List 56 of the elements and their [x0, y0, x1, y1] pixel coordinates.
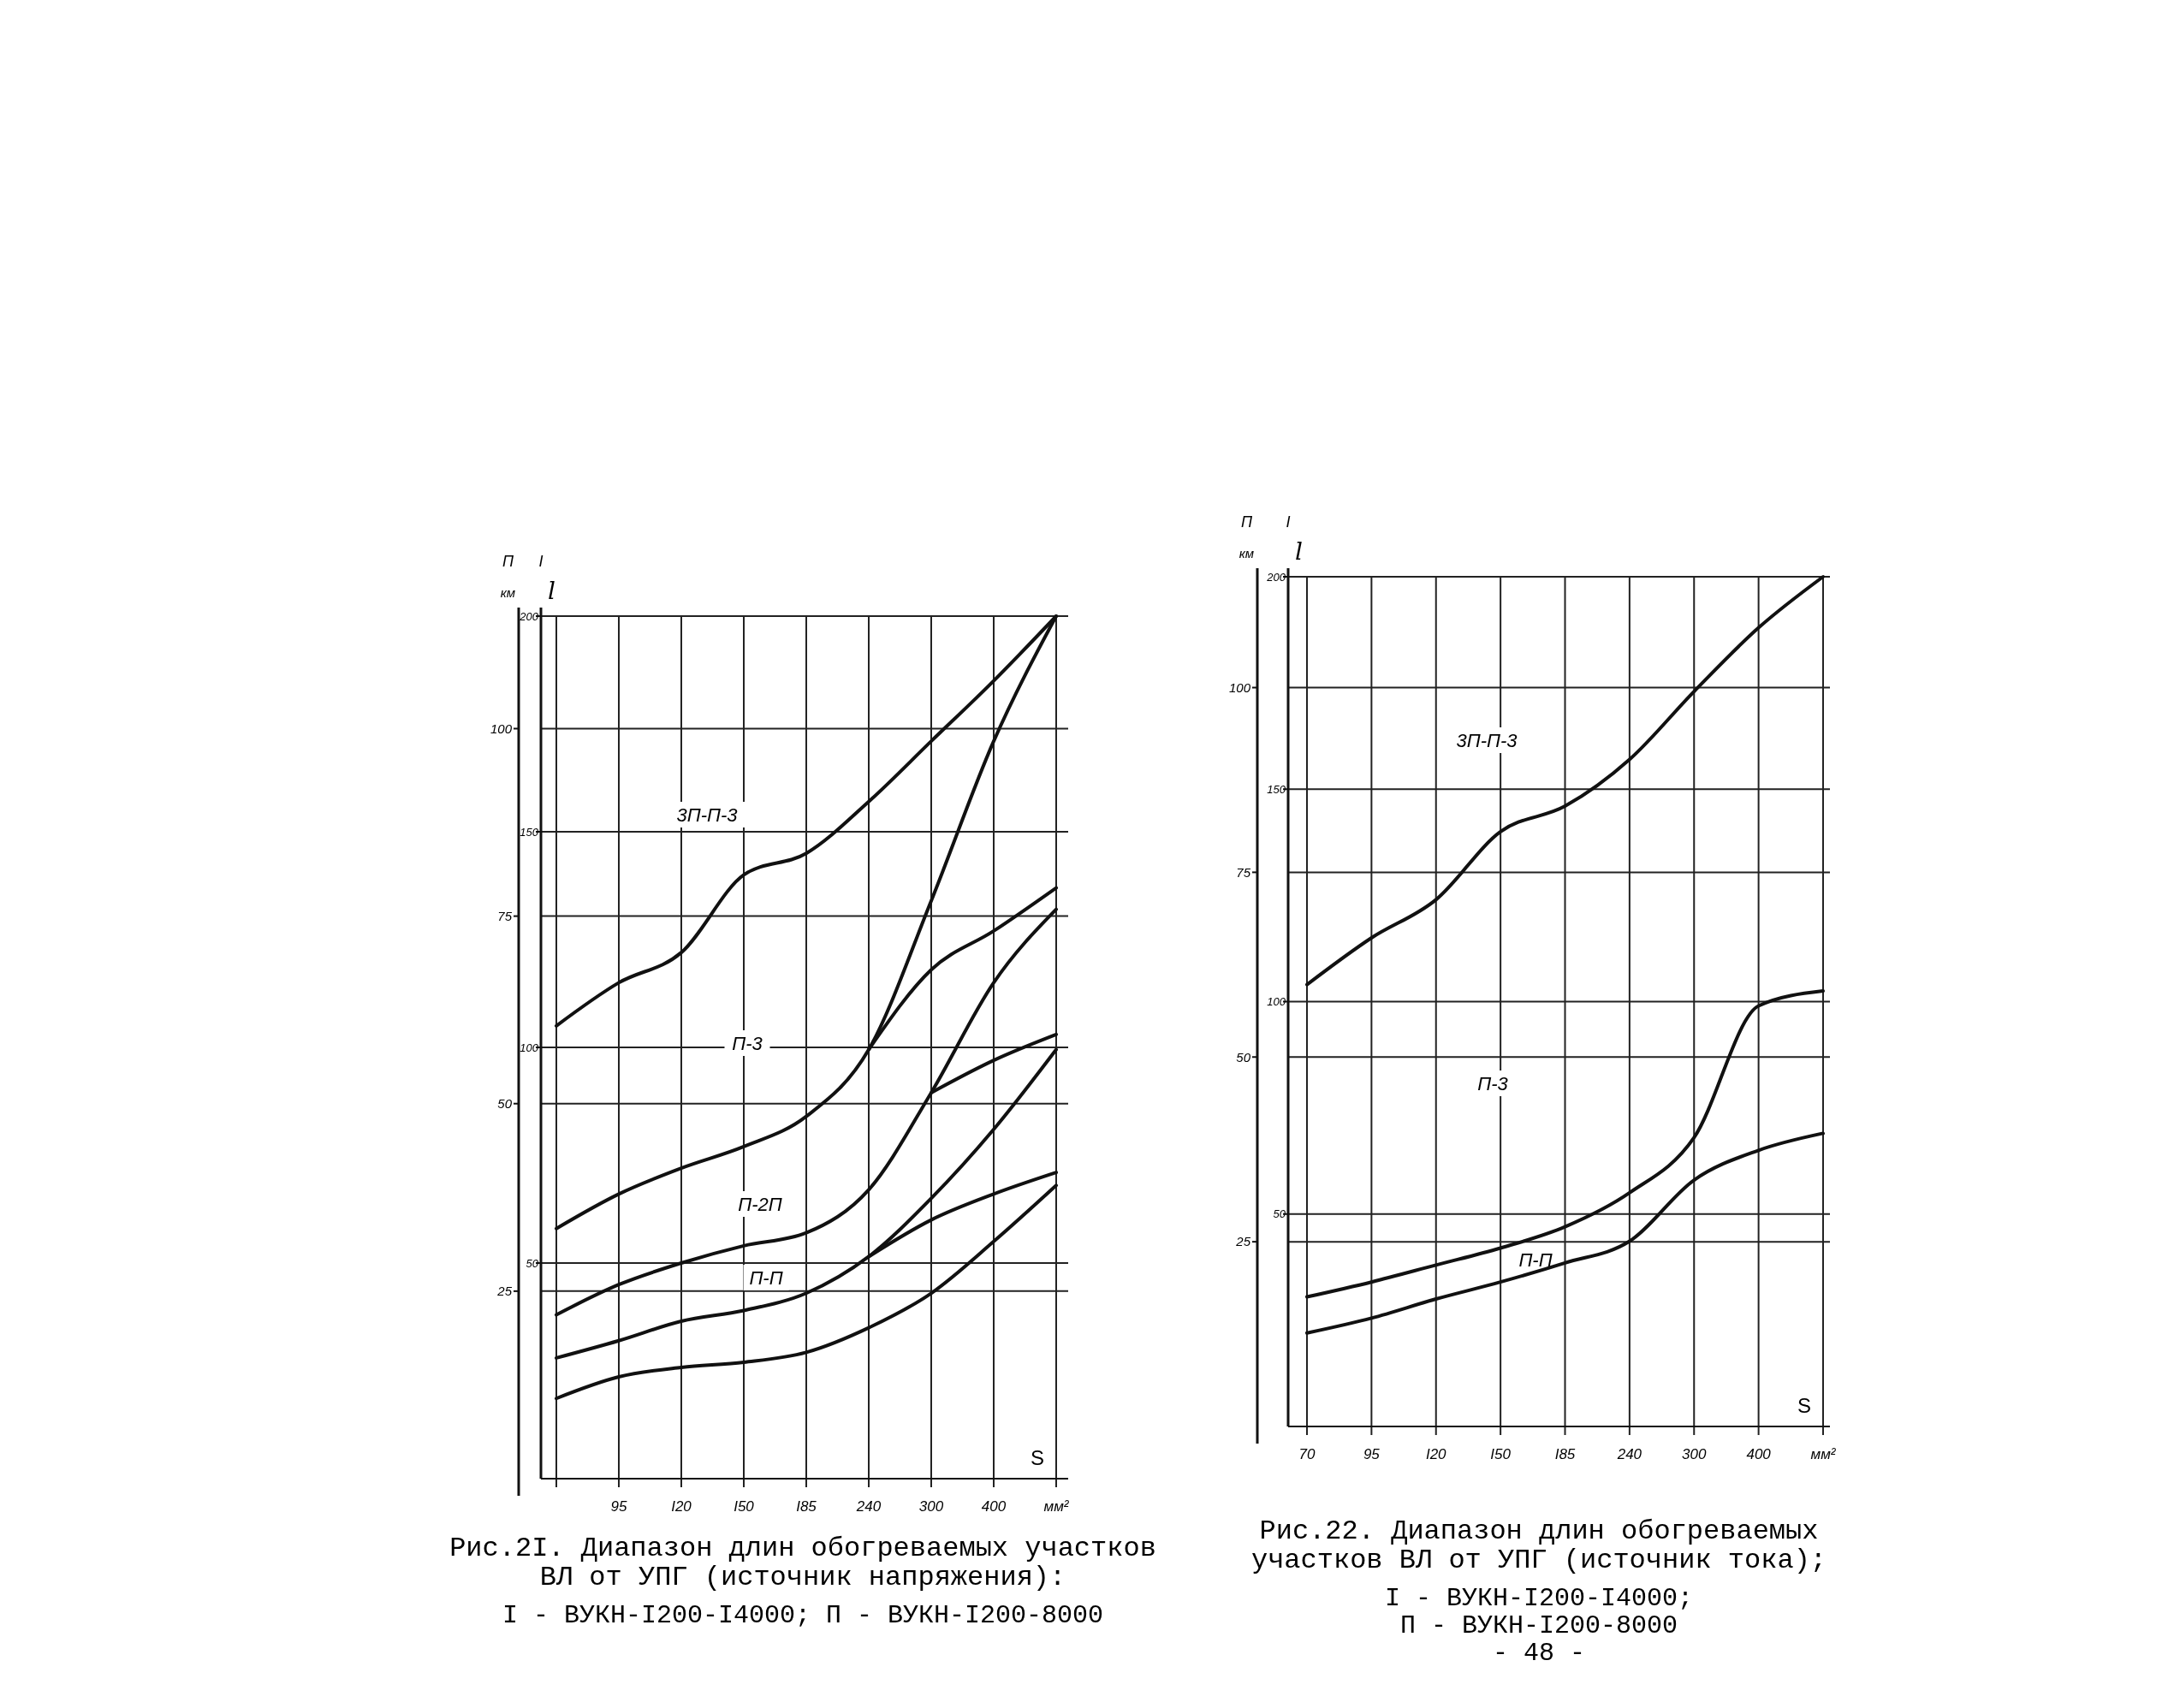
annotation: П-П	[1518, 1248, 1553, 1271]
x-tick-label: 300	[1682, 1446, 1707, 1462]
x-tick-label: I85	[1554, 1446, 1576, 1462]
text: l	[548, 577, 555, 605]
text: I - ВУКН-I200-I4000;	[1384, 1584, 1694, 1613]
x-tick-label: I50	[734, 1498, 755, 1515]
text: l	[1295, 537, 1303, 566]
text: Рис.22. Диапазон длин обогреваемых участков ВЛ от УПГ (источник тока);	[1250, 1515, 1827, 1576]
annotation: П-3	[1477, 1072, 1509, 1094]
y-tick-label: 150	[1267, 782, 1286, 796]
y-axis-title: I	[538, 553, 544, 570]
y-tick-label: 50	[526, 1256, 539, 1270]
text: I - ВУКН-I200-I4000; П - ВУКН-I200-8000	[502, 1601, 1104, 1630]
text: П - ВУКН-I200-8000	[1399, 1611, 1678, 1640]
x-tick-label: 300	[918, 1498, 944, 1515]
y-tick-label: 150	[520, 825, 539, 839]
y2-axis-title: П	[1240, 513, 1253, 531]
x-tick-label: 240	[1616, 1446, 1642, 1462]
y2-tick-label: 75	[1236, 864, 1251, 880]
y2-tick-label: 25	[496, 1284, 513, 1299]
y2-axis-title: П	[502, 553, 514, 570]
annotation: П-П	[749, 1266, 783, 1289]
y-tick-label: 100	[520, 1041, 539, 1054]
x-tick-label: 240	[855, 1498, 882, 1515]
x-axis-title: S	[1797, 1394, 1812, 1417]
annotation: 3П-П-3	[1456, 729, 1518, 751]
y-tick-label: 200	[519, 609, 539, 623]
x-tick-label: 400	[1746, 1446, 1772, 1462]
y2-tick-label: 100	[490, 721, 513, 736]
y-tick-label: 50	[1273, 1207, 1286, 1221]
text: км	[1239, 546, 1254, 560]
annotation: 3П-П-3	[676, 804, 739, 826]
y2-tick-label: 25	[1235, 1234, 1251, 1249]
y2-tick-label: 75	[497, 908, 513, 923]
text: км	[500, 585, 515, 600]
y-tick-label: 100	[1267, 995, 1286, 1009]
text: Рис.2I. Диапазон длин обогреваемых участков ВЛ от УПГ (источник напряжения):	[449, 1533, 1156, 1593]
x-tick-label: I50	[1490, 1446, 1512, 1462]
x-tick-label: мм²	[1810, 1446, 1837, 1462]
x-tick-label: 95	[1363, 1446, 1381, 1462]
x-axis-title: S	[1030, 1446, 1045, 1469]
x-tick-label: 70	[1298, 1446, 1316, 1462]
x-tick-label: I85	[796, 1498, 817, 1515]
y-tick-label: 200	[1266, 570, 1286, 584]
y2-tick-label: 50	[1236, 1049, 1251, 1065]
x-tick-label: 400	[981, 1498, 1007, 1515]
text: - 48 -	[1492, 1639, 1586, 1668]
x-tick-label: I20	[671, 1498, 692, 1515]
x-tick-label: 95	[610, 1498, 627, 1515]
y-axis-title: I	[1286, 513, 1291, 531]
annotation: П-3	[732, 1032, 763, 1054]
x-tick-label: I20	[1425, 1446, 1447, 1462]
y2-tick-label: 50	[497, 1095, 513, 1111]
x-tick-label: мм²	[1043, 1498, 1070, 1515]
annotation: П-2П	[738, 1193, 782, 1215]
y2-tick-label: 100	[1228, 679, 1251, 695]
